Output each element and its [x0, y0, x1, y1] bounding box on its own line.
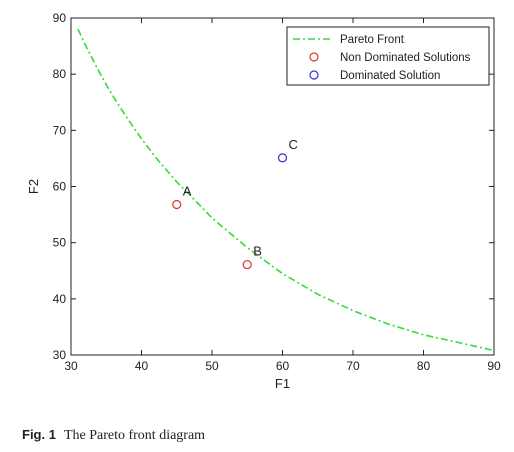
y-tick-label: 50	[53, 236, 67, 250]
x-tick-label: 30	[64, 359, 78, 373]
legend: Pareto Front Non Dominated Solutions Domin…	[286, 26, 490, 86]
point-marker-b	[242, 259, 252, 270]
y-tick-label: 80	[53, 67, 67, 81]
x-axis-label: F1	[275, 376, 290, 391]
x-tick-label: 80	[417, 359, 431, 373]
y-axis-label: F2	[26, 179, 41, 194]
legend-box	[286, 26, 490, 86]
y-tick-label: 30	[53, 348, 67, 362]
pareto-front-line	[77, 28, 495, 352]
point-marker-a	[172, 199, 182, 210]
legend-entry-label: Dominated Solution	[340, 70, 440, 82]
x-tick-label: 50	[205, 359, 219, 373]
y-tick-label: 60	[53, 180, 67, 194]
legend-swatch-marker	[309, 70, 319, 80]
caption-text: The Pareto front diagram	[63, 428, 206, 443]
figure-caption: Fig. 1 The Pareto front diagram	[22, 426, 205, 444]
x-tick-label: 40	[135, 359, 149, 373]
point-marker-c	[277, 153, 288, 163]
axes: 30 40 50 60 70 80 90 30 40 50 60 70 80 90 F1 F2	[26, 11, 501, 391]
y-tick-label: 90	[53, 11, 67, 25]
point-label-a: A	[183, 183, 192, 198]
point-label-c: C	[289, 137, 298, 152]
x-tick-label: 90	[487, 359, 501, 373]
x-tick-label: 60	[276, 359, 290, 373]
legend-swatch-marker	[309, 52, 319, 62]
plot-area: A B C	[77, 28, 495, 352]
y-tick-label: 40	[53, 292, 67, 306]
point-label-b: B	[253, 244, 262, 259]
legend-entry-label: Pareto Front	[340, 34, 405, 46]
x-tick-label: 70	[346, 359, 360, 373]
y-tick-label: 70	[53, 123, 67, 137]
caption-number: Fig. 1	[22, 427, 56, 442]
legend-entry-label: Non Dominated Solutions	[340, 52, 471, 64]
